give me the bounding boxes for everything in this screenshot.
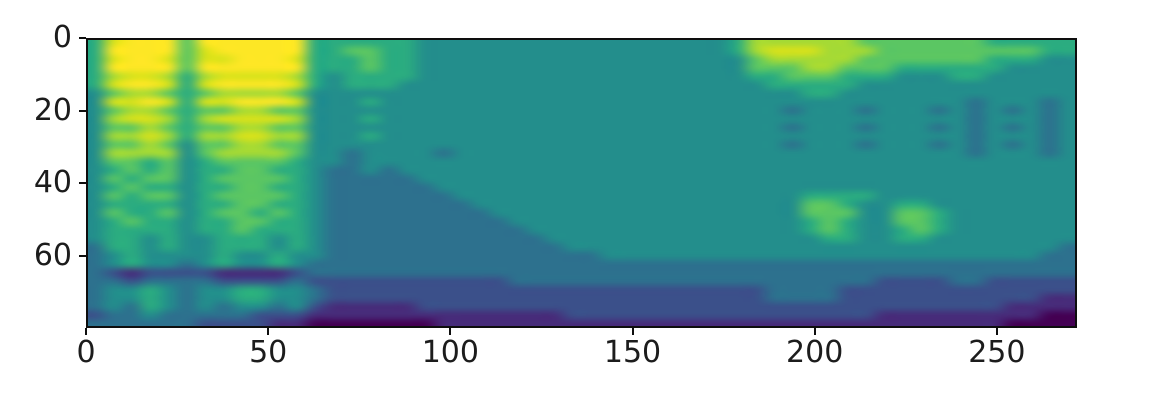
y-tick-label: 0 (52, 20, 72, 55)
y-tick-label: 20 (33, 92, 72, 128)
x-tick-mark (813, 328, 816, 335)
x-tick-label: 0 (76, 335, 96, 370)
x-tick-label: 150 (603, 335, 662, 370)
y-tick-mark (79, 254, 86, 257)
x-tick-mark (267, 328, 270, 335)
y-tick-label: 40 (33, 165, 72, 200)
x-tick-label: 250 (968, 335, 1026, 370)
x-tick-mark (631, 328, 634, 335)
x-tick-mark (449, 328, 452, 335)
x-tick-label: 200 (786, 335, 844, 370)
x-tick-label: 50 (249, 335, 288, 370)
y-tick-mark (79, 37, 86, 39)
x-tick-mark (995, 328, 998, 335)
y-tick-label: 60 (33, 237, 72, 273)
y-tick-mark (79, 182, 86, 184)
x-tick-mark (85, 328, 87, 335)
x-tick-label: 100 (421, 335, 479, 370)
y-tick-mark (79, 109, 86, 112)
heatmap-image (86, 38, 1077, 328)
